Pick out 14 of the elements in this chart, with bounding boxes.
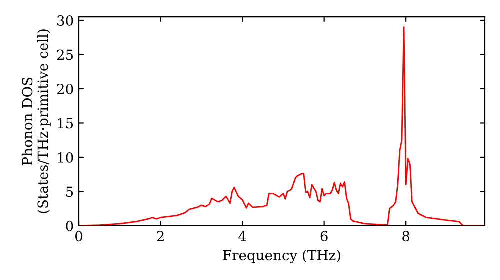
y-tick-label: 10 xyxy=(58,152,74,163)
y-tick-label: 15 xyxy=(58,118,74,129)
y-tick-label: 30 xyxy=(58,15,74,26)
x-tick-label: 4 xyxy=(238,231,246,242)
y-tick-label: 0 xyxy=(66,220,74,232)
y-tick-label: 20 xyxy=(57,84,74,94)
x-axis-title: Frequency (THz) xyxy=(223,250,340,264)
x-tick-label: 0 xyxy=(75,231,82,242)
y-axis-title: Phonon DOS (States/THz·primitive cell) xyxy=(22,30,51,214)
y-tick-label: 25 xyxy=(57,50,74,60)
x-tick-label: 2 xyxy=(157,231,164,242)
x-tick-label: 6 xyxy=(320,231,328,242)
y-tick-label: 5 xyxy=(66,186,74,198)
x-tick-label: 8 xyxy=(402,231,410,242)
